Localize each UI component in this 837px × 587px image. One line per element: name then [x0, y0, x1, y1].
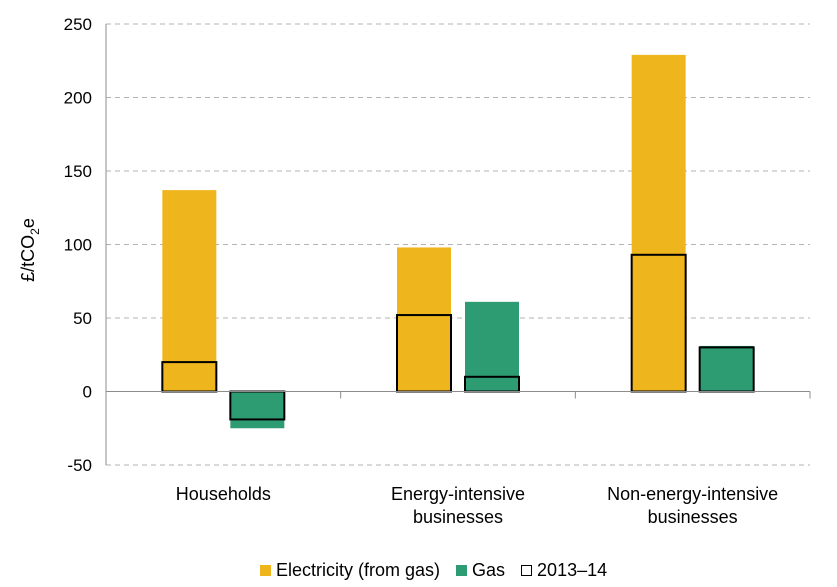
bars [161, 54, 755, 429]
y-tick-label: 0 [83, 383, 92, 402]
gridlines [106, 23, 810, 466]
y-tick-label: -50 [67, 456, 92, 475]
bar-electricity [162, 190, 217, 392]
bar-gas [465, 301, 519, 392]
y-axis: -50 0 50 100 150 200 250 [64, 15, 107, 475]
electricity-swatch [260, 564, 271, 576]
category-label: Energy-intensive [391, 484, 525, 504]
category-label: Households [176, 484, 271, 504]
legend-item-electricity: Electricity (from gas) [260, 560, 440, 581]
y-tick-label: 150 [64, 162, 92, 181]
legend-label-electricity: Electricity (from gas) [276, 559, 441, 580]
y-tick-label: 200 [64, 89, 92, 108]
bar-electricity [397, 247, 451, 392]
bar-gas [230, 391, 285, 429]
gas-swatch [456, 564, 468, 576]
legend: Electricity (from gas) Gas 2013–14 [260, 558, 623, 582]
category-label: Non-energy-intensive [607, 484, 778, 504]
x-axis: Households Energy-intensive businesses Non-… [105, 391, 811, 527]
legend-item-gas: Gas [456, 560, 505, 581]
y-tick-label: 50 [73, 309, 92, 328]
y-tick-label: 250 [64, 15, 92, 34]
legend-label-gas: Gas [472, 559, 506, 580]
outline-swatch [521, 564, 533, 576]
category-label: businesses [648, 507, 738, 527]
bar-electricity [631, 54, 686, 392]
bar-gas [699, 345, 754, 392]
legend-label-2013-14: 2013–14 [537, 559, 608, 580]
bar-chart: -50 0 50 100 150 200 250 Households Energy-inte… [18, 15, 811, 527]
category-label: businesses [413, 507, 503, 527]
y-axis-label: £/tCO2e [18, 218, 42, 282]
legend-item-2013-14: 2013–14 [521, 560, 607, 581]
y-tick-label: 100 [64, 236, 92, 255]
